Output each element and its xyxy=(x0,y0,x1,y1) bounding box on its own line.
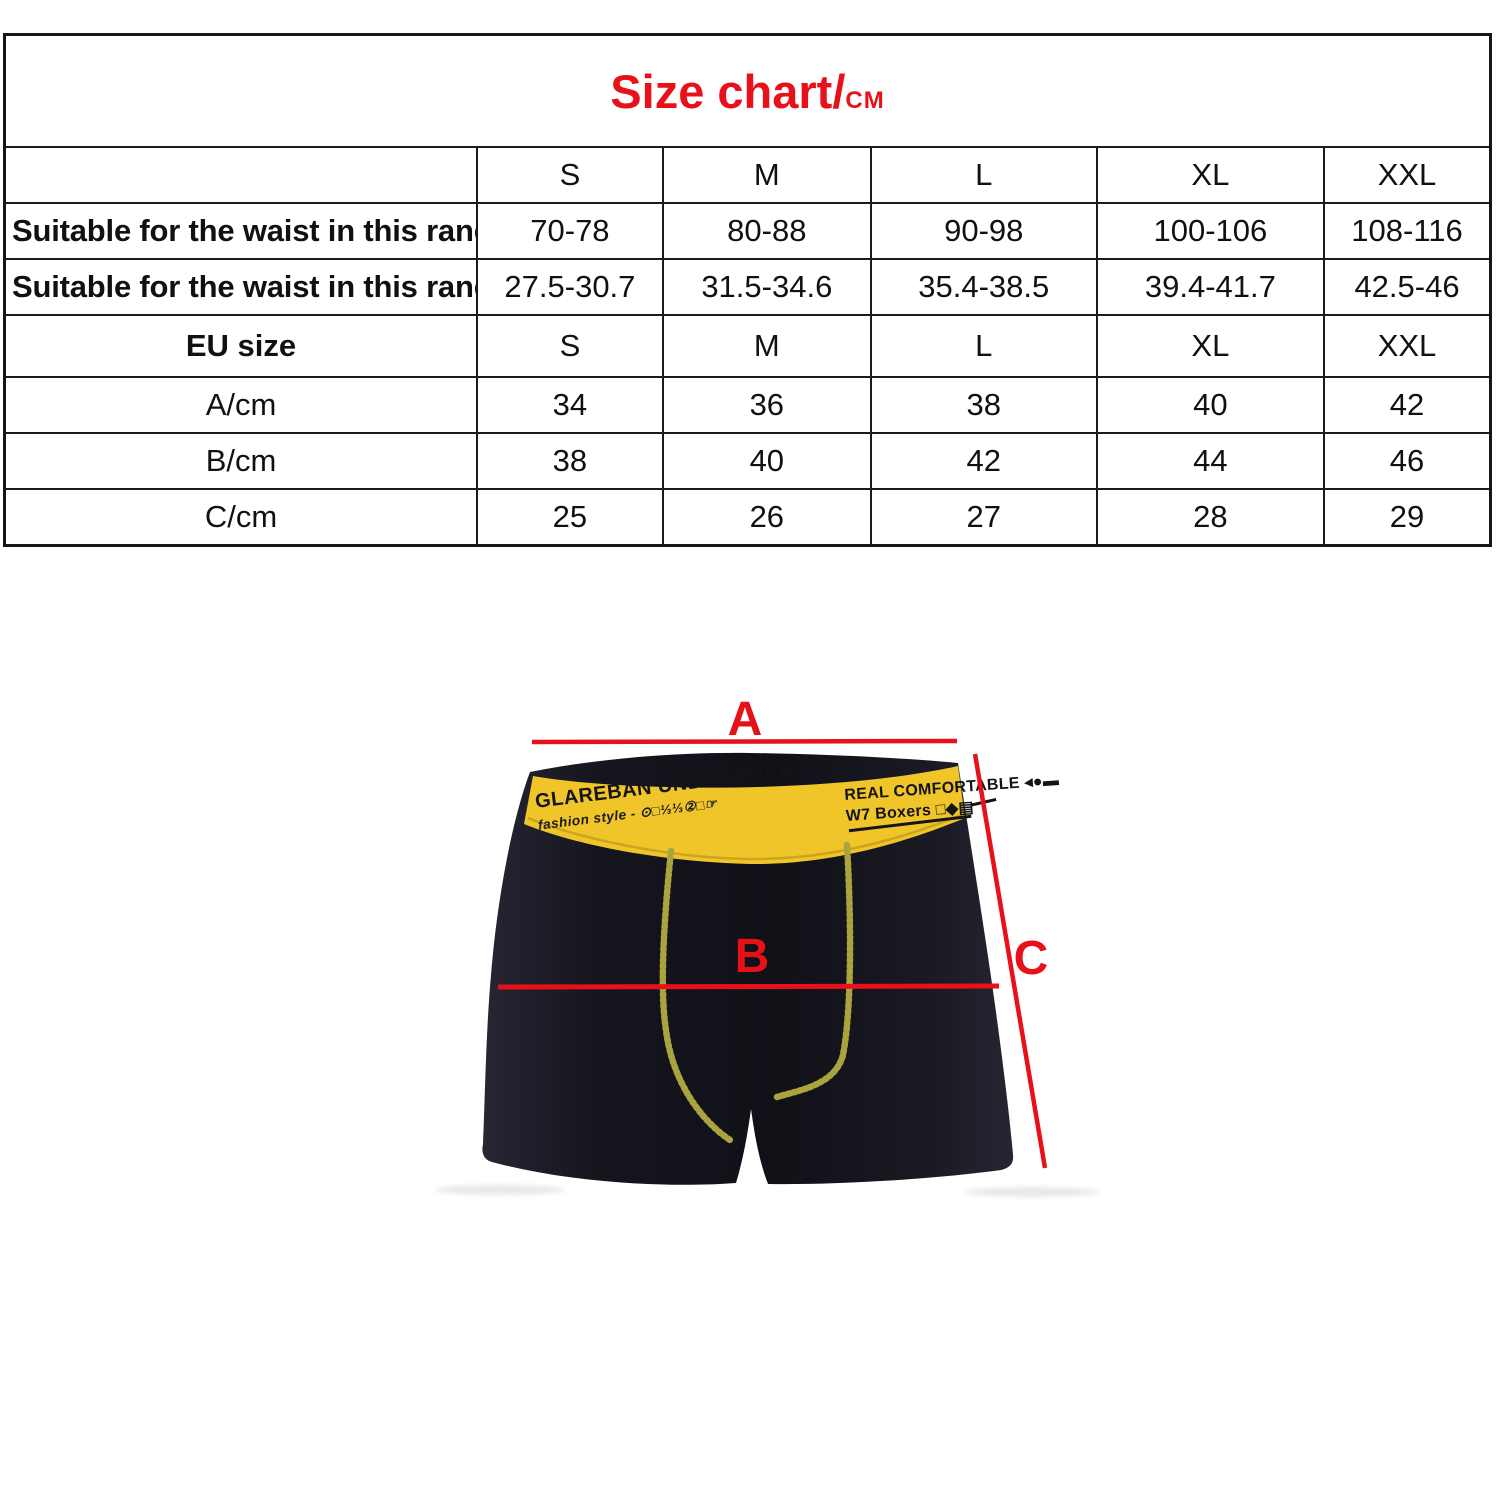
table-cell: 40 xyxy=(1095,376,1326,434)
table-row-c-cm: C/cm 25 26 27 28 29 xyxy=(3,488,1492,547)
title-row: Size chart/CM xyxy=(3,33,1492,148)
header-cell-l: L xyxy=(869,146,1098,204)
table-cell: 27.5-30.7 xyxy=(476,258,664,316)
table-cell: 26 xyxy=(661,488,872,547)
table-cell: 29 xyxy=(1323,488,1492,547)
table-cell: 25 xyxy=(476,488,664,547)
header-cell-m: M xyxy=(661,146,872,204)
table-cell: 28 xyxy=(1095,488,1326,547)
row-label: A/cm xyxy=(3,376,479,434)
table-cell: 46 xyxy=(1323,432,1492,490)
table-cell: 34 xyxy=(476,376,664,434)
shadow-right xyxy=(964,1187,1100,1197)
row-label: Suitable for the waist in this range/inc… xyxy=(3,258,479,316)
table-cell: 39.4-41.7 xyxy=(1095,258,1326,316)
table-row-waist-cm: Suitable for the waist in this range/cm … xyxy=(3,202,1492,260)
measurement-label-c: C xyxy=(1014,932,1049,985)
page-title: Size chart/ xyxy=(610,64,846,118)
measurement-label-b: B xyxy=(735,930,770,983)
waistband-edge-stitch xyxy=(527,813,962,861)
table-cell: 40 xyxy=(661,432,872,490)
table-cell: 108-116 xyxy=(1323,202,1492,260)
header-cell-empty xyxy=(3,146,479,204)
table-cell: 31.5-34.6 xyxy=(661,258,872,316)
band-deco-line-long xyxy=(848,814,972,833)
table-cell: 100-106 xyxy=(1095,202,1326,260)
table-row-b-cm: B/cm 38 40 42 44 46 xyxy=(3,432,1492,490)
table-cell: 38 xyxy=(869,376,1098,434)
table-row-eu-size: EU size S M L XL XXL xyxy=(3,314,1492,378)
table-cell: 38 xyxy=(476,432,664,490)
stitch-seam-right xyxy=(773,841,854,1101)
measurement-label-a: A xyxy=(728,693,763,746)
row-label: C/cm xyxy=(3,488,479,547)
size-chart-table: Size chart/CM S M L XL XXL Suitable for … xyxy=(3,33,1492,547)
table-cell: 80-88 xyxy=(661,202,872,260)
table-title-cell: Size chart/CM xyxy=(3,33,1492,148)
row-label: B/cm xyxy=(3,432,479,490)
table-cell: 35.4-38.5 xyxy=(869,258,1098,316)
table-cell: 42 xyxy=(1323,376,1492,434)
row-label: Suitable for the waist in this range/cm xyxy=(3,202,479,260)
table-cell: L xyxy=(869,314,1098,378)
table-cell: 42 xyxy=(869,432,1098,490)
waistband xyxy=(524,766,965,865)
measurement-line-a xyxy=(531,738,958,745)
table-cell: XXL xyxy=(1323,314,1492,378)
stitch-seam-left xyxy=(659,847,734,1144)
boxer-measurement-diagram: GLAREBAN UNDERWEAR fashion style - ⊙□⅓⅓②… xyxy=(436,693,1100,1197)
table-cell: 36 xyxy=(661,376,872,434)
size-header-row: S M L XL XXL xyxy=(3,146,1492,204)
page-title-unit: CM xyxy=(845,86,885,114)
table-cell: M xyxy=(661,314,872,378)
measurement-line-c xyxy=(972,753,1048,1169)
table-row-a-cm: A/cm 34 36 38 40 42 xyxy=(3,376,1492,434)
table-cell: 27 xyxy=(869,488,1098,547)
shadow-left xyxy=(436,1185,564,1195)
table-row-waist-inch: Suitable for the waist in this range/inc… xyxy=(3,258,1492,316)
row-label: EU size xyxy=(3,314,479,378)
table-cell: S xyxy=(476,314,664,378)
table-cell: 44 xyxy=(1095,432,1326,490)
boxer-body-shape xyxy=(482,752,1014,1185)
table-cell: 70-78 xyxy=(476,202,664,260)
table-cell: 42.5-46 xyxy=(1323,258,1492,316)
header-cell-s: S xyxy=(476,146,664,204)
header-cell-xxl: XXL xyxy=(1323,146,1492,204)
header-cell-xl: XL xyxy=(1095,146,1326,204)
table-cell: XL xyxy=(1095,314,1326,378)
table-cell: 90-98 xyxy=(869,202,1098,260)
measurement-line-b xyxy=(497,983,1000,990)
